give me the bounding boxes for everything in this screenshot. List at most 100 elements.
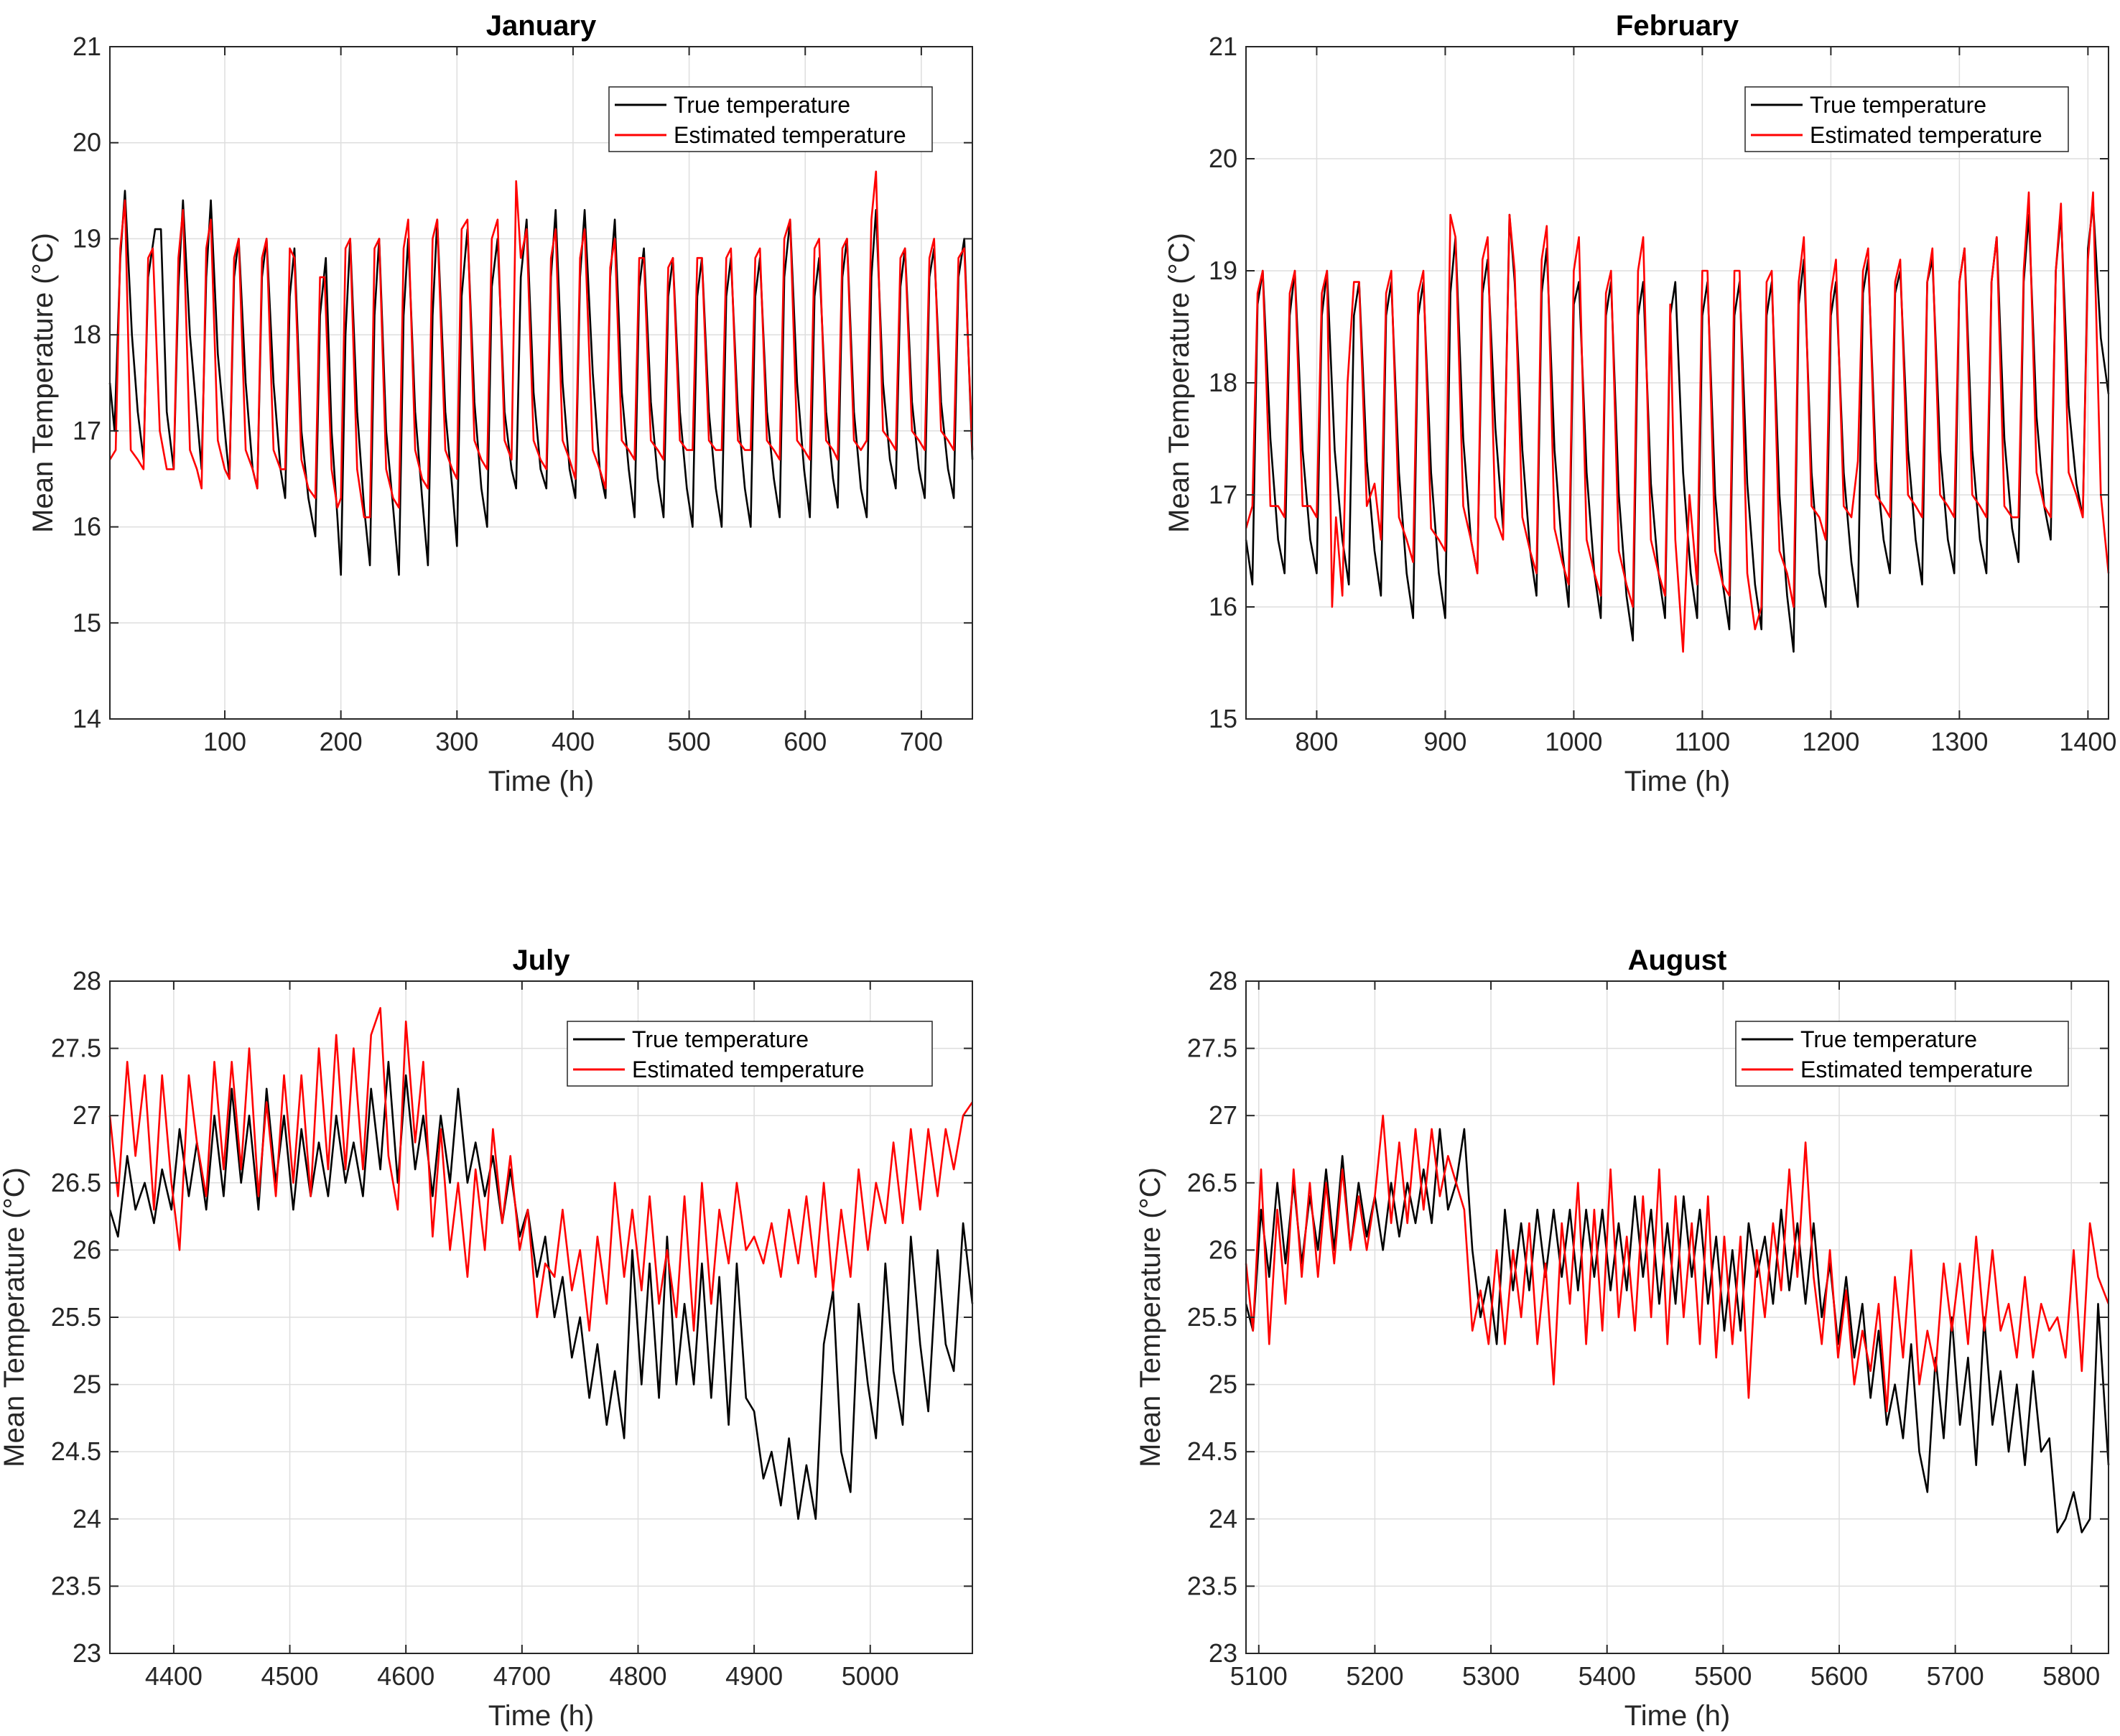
y-tick-label: 15 — [1209, 704, 1237, 733]
legend-label-true-temperature: True temperature — [1800, 1026, 1977, 1052]
chart-title: February — [1616, 10, 1739, 42]
y-tick-label: 20 — [73, 128, 101, 157]
estimated-temperature-line — [108, 1007, 974, 1332]
legend-label-estimated-temperature: Estimated temperature — [1810, 122, 2042, 148]
x-tick-label: 700 — [900, 727, 943, 756]
y-tick-label: 27 — [73, 1100, 101, 1130]
chart-title: January — [486, 10, 597, 42]
y-tick-label: 23 — [73, 1638, 101, 1668]
x-tick-label: 5700 — [1927, 1661, 1984, 1691]
x-tick-label: 4400 — [145, 1661, 203, 1691]
y-tick-label: 23.5 — [1187, 1571, 1237, 1600]
y-tick-label: 24 — [73, 1504, 101, 1533]
x-tick-label: 1200 — [1802, 727, 1859, 756]
y-tick-label: 19 — [1209, 256, 1237, 285]
y-tick-label: 18 — [1209, 368, 1237, 397]
legend: True temperature Estimated temperature — [567, 1021, 933, 1087]
y-axis-label: Mean Temperature (°C) — [27, 233, 59, 533]
legend-label-estimated-temperature: Estimated temperature — [1800, 1057, 2033, 1082]
true-temperature-line — [108, 1061, 974, 1521]
y-tick-label: 21 — [73, 32, 101, 61]
x-tick-label: 4900 — [725, 1661, 783, 1691]
subplot-january: 100 200 300 400 500 600 700 14 15 16 17 18 19 20 21 Jan… — [27, 10, 974, 797]
legend-box — [567, 1021, 933, 1087]
y-tick-label: 19 — [73, 223, 101, 253]
legend-label-estimated-temperature: Estimated temperature — [632, 1057, 865, 1082]
y-tick-label: 25.5 — [51, 1302, 101, 1332]
x-axis-label: Time (h) — [488, 1700, 594, 1732]
y-axis-label: Mean Temperature (°C) — [1135, 1167, 1166, 1467]
true-temperature-line — [1245, 1128, 2110, 1533]
y-tick-label: 26.5 — [51, 1168, 101, 1197]
estimated-temperature-line — [1245, 191, 2110, 653]
y-tick-label: 24.5 — [1187, 1436, 1237, 1466]
y-tick-label: 23 — [1209, 1638, 1237, 1668]
x-tick-label: 1300 — [1930, 727, 1988, 756]
y-tick-label: 17 — [1209, 480, 1237, 509]
y-tick-label: 16 — [1209, 592, 1237, 621]
x-tick-label: 5400 — [1579, 1661, 1636, 1691]
y-tick-label: 25.5 — [1187, 1302, 1237, 1332]
x-tick-label: 5800 — [2042, 1661, 2100, 1691]
y-tick-label: 24.5 — [51, 1436, 101, 1466]
estimated-temperature-line — [108, 170, 974, 519]
axes-frame — [109, 46, 973, 720]
y-axis-label: Mean Temperature (°C) — [1163, 233, 1195, 533]
legend: True temperature Estimated temperature — [1735, 1021, 2069, 1087]
y-tick-label: 25 — [1209, 1370, 1237, 1399]
y-tick-label: 14 — [73, 704, 101, 733]
chart-title: August — [1628, 944, 1727, 976]
y-tick-label: 26 — [73, 1235, 101, 1264]
x-axis-label: Time (h) — [1624, 1700, 1730, 1732]
x-tick-label: 200 — [320, 727, 363, 756]
legend: True temperature Estimated temperature — [608, 86, 933, 152]
x-tick-label: 800 — [1295, 727, 1338, 756]
y-tick-label: 17 — [73, 416, 101, 445]
y-tick-label: 15 — [73, 608, 101, 637]
x-tick-label: 300 — [435, 727, 478, 756]
x-tick-label: 5600 — [1810, 1661, 1868, 1691]
x-tick-label: 5000 — [842, 1661, 899, 1691]
x-tick-label: 5200 — [1346, 1661, 1403, 1691]
estimated-temperature-line — [1245, 1114, 2110, 1413]
y-axis-label: Mean Temperature (°C) — [0, 1167, 30, 1467]
x-tick-label: 1000 — [1545, 727, 1602, 756]
y-tick-label: 20 — [1209, 144, 1237, 173]
y-tick-label: 27 — [1209, 1100, 1237, 1130]
x-tick-label: 5300 — [1462, 1661, 1520, 1691]
plot-area — [110, 47, 972, 719]
subplot-august: 5100 5200 5300 5400 5500 5600 5700 5800 23 23.5 24… — [1135, 944, 2110, 1732]
x-tick-label: 4800 — [609, 1661, 666, 1691]
y-tick-label: 26.5 — [1187, 1168, 1237, 1197]
x-tick-label: 4500 — [261, 1661, 318, 1691]
y-tick-label: 26 — [1209, 1235, 1237, 1264]
legend-label-true-temperature: True temperature — [674, 92, 850, 118]
x-axis-label: Time (h) — [1624, 766, 1730, 797]
x-tick-label: 400 — [552, 727, 595, 756]
x-tick-label: 5100 — [1230, 1661, 1288, 1691]
legend-box — [608, 86, 933, 152]
x-tick-label: 4700 — [493, 1661, 551, 1691]
y-tick-label: 27.5 — [1187, 1034, 1237, 1063]
y-tick-label: 23.5 — [51, 1571, 101, 1600]
true-temperature-line — [108, 190, 974, 576]
y-tick-label: 21 — [1209, 32, 1237, 61]
y-tick-label: 18 — [73, 320, 101, 349]
x-tick-label: 500 — [668, 727, 711, 756]
x-tick-label: 100 — [203, 727, 246, 756]
y-tick-label: 28 — [1209, 966, 1237, 995]
y-tick-label: 27.5 — [51, 1034, 101, 1063]
x-tick-label: 1100 — [1675, 727, 1730, 756]
x-tick-label: 1400 — [2059, 727, 2116, 756]
legend-label-true-temperature: True temperature — [632, 1026, 809, 1052]
y-tick-label: 16 — [73, 512, 101, 542]
x-tick-label: 900 — [1423, 727, 1466, 756]
subplot-february: 800 900 1000 1100 1200 1300 1400 15 16 17 18 19 20 21… — [1163, 10, 2116, 797]
legend-box — [1744, 86, 2069, 152]
y-tick-label: 28 — [73, 966, 101, 995]
chart-title: July — [512, 944, 570, 976]
y-tick-label: 24 — [1209, 1504, 1237, 1533]
legend: True temperature Estimated temperature — [1744, 86, 2069, 152]
x-tick-label: 600 — [784, 727, 827, 756]
